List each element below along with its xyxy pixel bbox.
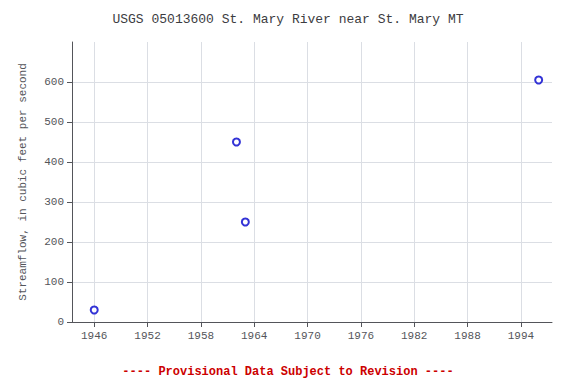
svg-text:Streamflow, in cubic feet per: Streamflow, in cubic feet per second <box>17 63 29 301</box>
svg-text:1988: 1988 <box>454 330 480 342</box>
svg-text:1946: 1946 <box>81 330 107 342</box>
svg-text:400: 400 <box>44 156 64 168</box>
svg-text:1964: 1964 <box>241 330 268 342</box>
svg-text:500: 500 <box>44 116 64 128</box>
svg-text:300: 300 <box>44 196 64 208</box>
svg-text:---- Provisional Data Subject: ---- Provisional Data Subject to Revisio… <box>122 365 453 379</box>
svg-text:0: 0 <box>57 316 64 328</box>
svg-text:USGS 05013600 St. Mary River n: USGS 05013600 St. Mary River near St. Ma… <box>112 12 463 27</box>
svg-text:600: 600 <box>44 76 64 88</box>
svg-text:1976: 1976 <box>348 330 374 342</box>
svg-text:1970: 1970 <box>294 330 320 342</box>
svg-text:200: 200 <box>44 236 64 248</box>
svg-text:100: 100 <box>44 276 64 288</box>
svg-text:1994: 1994 <box>508 330 535 342</box>
svg-text:1982: 1982 <box>401 330 427 342</box>
svg-text:1958: 1958 <box>188 330 214 342</box>
svg-text:1952: 1952 <box>134 330 160 342</box>
